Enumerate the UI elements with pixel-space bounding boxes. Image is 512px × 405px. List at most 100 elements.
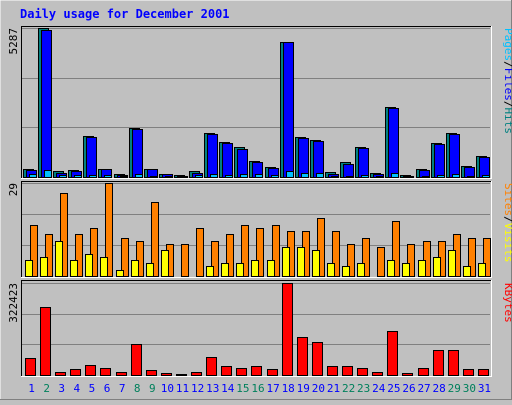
y-max-label: 322423 — [7, 283, 20, 323]
sites-bar — [25, 260, 33, 277]
legend-entry: / — [502, 61, 512, 68]
visits-bar — [226, 234, 234, 277]
series-kbytes — [25, 283, 489, 376]
visits-bar — [105, 183, 113, 277]
legend-top: Pages/Files/Hits — [502, 28, 512, 134]
pages-bar — [255, 174, 263, 178]
kbytes-bar — [327, 366, 338, 376]
pages-bar — [316, 173, 324, 178]
sites-bar — [402, 263, 410, 277]
day-label: 3 — [58, 382, 65, 395]
day-label: 16 — [251, 382, 264, 395]
kbytes-bar — [402, 373, 413, 376]
day-label: 11 — [176, 382, 189, 395]
visits-bar — [196, 228, 204, 277]
kbytes-bar — [387, 331, 398, 376]
kbytes-bar — [161, 373, 172, 376]
sites-bar — [387, 260, 395, 277]
sites-bar — [251, 260, 259, 277]
pages-bar — [286, 171, 294, 178]
sites-bar — [55, 241, 63, 277]
visits-bar — [45, 234, 53, 277]
day-label: 25 — [387, 382, 400, 395]
kbytes-bar — [116, 372, 127, 376]
day-label: 21 — [327, 382, 340, 395]
day-label: 13 — [206, 382, 219, 395]
pages-bar — [150, 176, 158, 178]
files-bar — [41, 30, 52, 178]
visits-bar — [332, 231, 340, 277]
files-bar — [358, 148, 369, 178]
kbytes-bar — [372, 372, 383, 376]
kbytes-bar — [146, 370, 157, 376]
sites-bar — [131, 260, 139, 277]
legend-entry: Files — [502, 68, 512, 101]
pages-bar — [331, 176, 339, 178]
visits-bar — [272, 225, 280, 277]
legend-middle: Sites/Visits — [502, 183, 512, 263]
day-label: 18 — [282, 382, 295, 395]
visits-bar — [377, 247, 385, 277]
day-label: 23 — [357, 382, 370, 395]
pages-bar — [44, 170, 52, 178]
sites-bar — [297, 247, 305, 277]
files-bar — [222, 143, 233, 178]
sites-bar — [312, 250, 320, 277]
day-label: 6 — [104, 382, 111, 395]
kbytes-bar — [70, 369, 81, 376]
pages-bar — [437, 175, 445, 178]
pages-bar — [195, 175, 203, 178]
kbytes-bar — [131, 344, 142, 376]
visits-bar — [423, 241, 431, 277]
visits-bar — [241, 225, 249, 277]
day-label: 31 — [478, 382, 491, 395]
sites-bar — [478, 263, 486, 277]
pages-bar — [482, 175, 490, 178]
visits-bar — [181, 244, 189, 277]
visits-bar — [211, 241, 219, 277]
sites-bar — [221, 263, 229, 277]
pages-bar — [361, 175, 369, 178]
day-label: 17 — [266, 382, 279, 395]
pages-bar — [376, 176, 384, 178]
sites-bar — [85, 254, 93, 277]
visits-bar — [60, 193, 68, 277]
legend-entry: / — [502, 101, 512, 108]
pages-bar — [422, 176, 430, 178]
sites-bar — [116, 270, 124, 277]
pages-bar — [346, 176, 354, 178]
files-bar — [313, 141, 324, 178]
series-sites — [25, 241, 486, 277]
sites-bar — [40, 257, 48, 277]
kbytes-bar — [85, 365, 96, 376]
legend-entry: KBytes — [502, 283, 512, 323]
pages-bar — [59, 175, 67, 178]
kbytes-bar — [176, 374, 187, 376]
legend-entry: Sites — [502, 183, 512, 216]
legend-entry: Visits — [502, 223, 512, 263]
files-bar — [388, 108, 399, 178]
files-bar — [207, 134, 218, 178]
pages-bar — [240, 174, 248, 178]
day-label: 5 — [89, 382, 96, 395]
pages-bar — [301, 173, 309, 178]
day-label: 30 — [463, 382, 476, 395]
files-bar — [132, 129, 143, 178]
pages-bar — [391, 173, 399, 178]
day-label: 1 — [28, 382, 35, 395]
series-visits — [30, 183, 491, 277]
kbytes-bar — [478, 369, 489, 376]
visits-bar — [317, 218, 325, 277]
day-label: 29 — [448, 382, 461, 395]
chart-title: Daily usage for December 2001 — [20, 7, 230, 21]
files-bar — [298, 138, 309, 178]
sites-bar — [463, 266, 471, 277]
visits-bar — [136, 241, 144, 277]
visits-bar — [362, 238, 370, 277]
sites-bar — [327, 263, 335, 277]
files-bar — [283, 42, 294, 178]
kbytes-bar — [221, 366, 232, 376]
